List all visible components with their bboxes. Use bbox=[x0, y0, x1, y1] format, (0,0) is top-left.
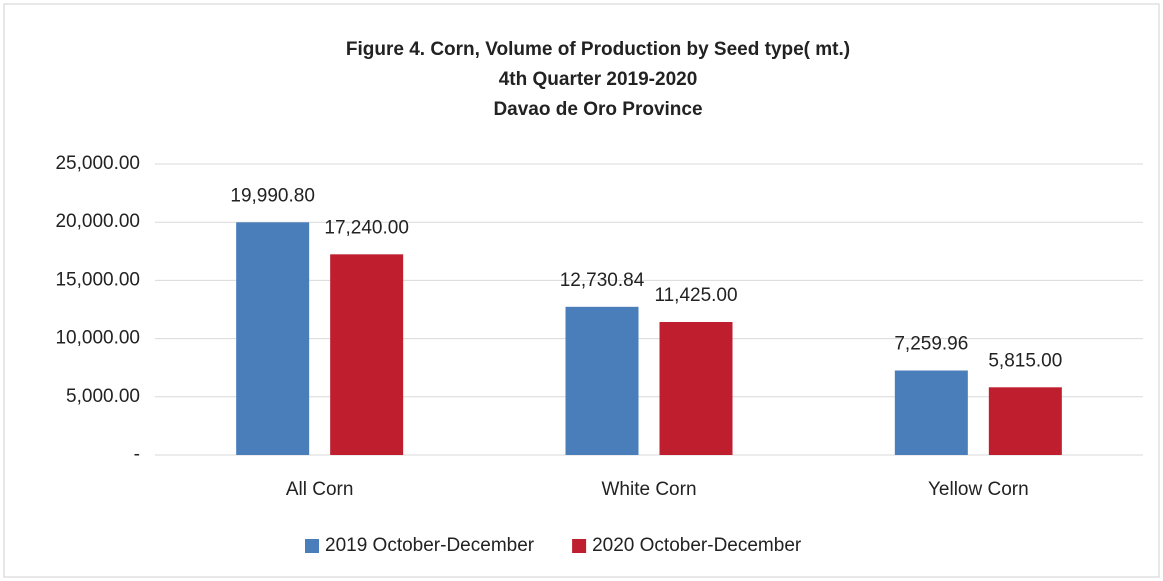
chart-title: Figure 4. Corn, Volume of Production by … bbox=[346, 39, 850, 60]
data-label: 17,240.00 bbox=[324, 217, 409, 238]
x-tick-label: Yellow Corn bbox=[928, 479, 1029, 500]
data-label: 7,259.96 bbox=[894, 334, 968, 355]
data-label: 19,990.80 bbox=[230, 185, 315, 206]
y-tick-label: 15,000.00 bbox=[55, 269, 140, 290]
y-tick-label: 25,000.00 bbox=[55, 153, 140, 174]
y-tick-label: 10,000.00 bbox=[55, 328, 140, 349]
bar bbox=[659, 322, 733, 455]
legend-label: 2019 October-December bbox=[325, 535, 535, 556]
y-tick-label: 5,000.00 bbox=[66, 386, 140, 407]
data-label: 5,815.00 bbox=[988, 350, 1062, 371]
legend-swatch bbox=[305, 539, 319, 553]
chart-border bbox=[3, 3, 1160, 578]
chart-title: 4th Quarter 2019-2020 bbox=[499, 69, 698, 90]
legend-swatch bbox=[572, 539, 587, 553]
bar bbox=[565, 306, 639, 455]
x-tick-label: All Corn bbox=[286, 479, 354, 500]
data-label: 11,425.00 bbox=[654, 285, 737, 306]
bar bbox=[988, 387, 1062, 455]
chart-title: Davao de Oro Province bbox=[493, 99, 702, 120]
legend-label: 2020 October-December bbox=[592, 535, 802, 556]
x-tick-label: White Corn bbox=[601, 479, 696, 500]
bar bbox=[330, 254, 404, 455]
y-tick-label: - bbox=[134, 444, 140, 465]
y-tick-label: 20,000.00 bbox=[55, 211, 140, 232]
data-label: 12,730.84 bbox=[560, 270, 645, 291]
bar bbox=[236, 222, 310, 455]
bar bbox=[894, 370, 968, 455]
